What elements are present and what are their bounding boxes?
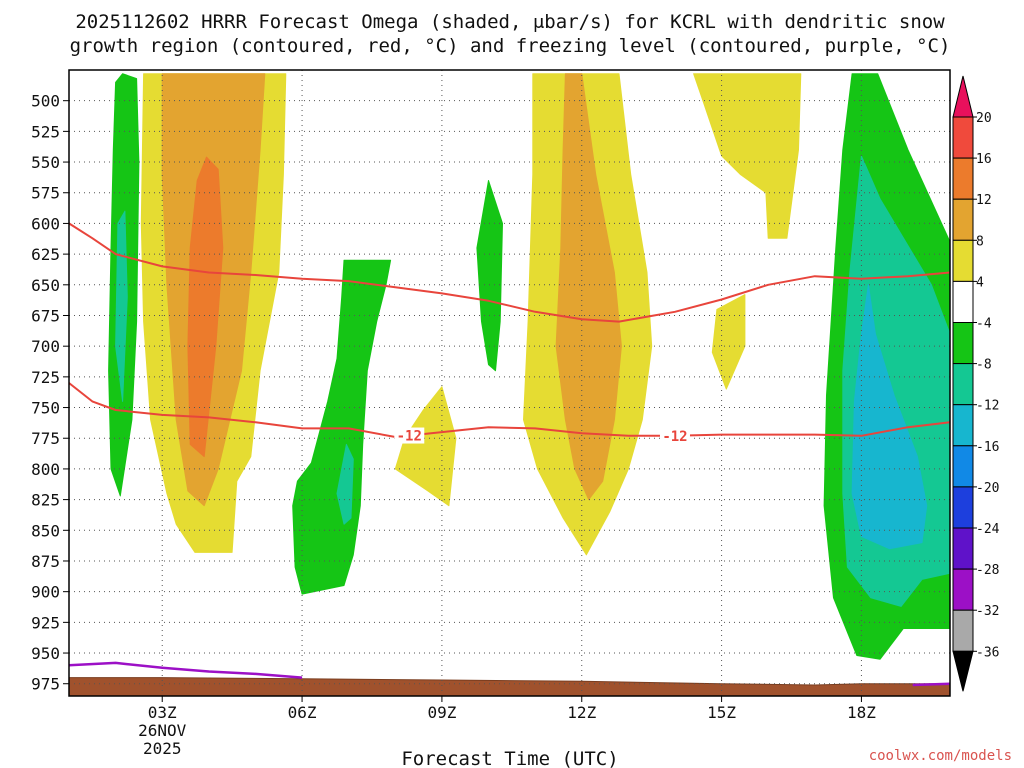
- colorbar-label-12: -32: [976, 604, 999, 619]
- chart-title-line-1: 2025112602 HRRR Forecast Omega (shaded, …: [75, 11, 945, 33]
- colorbar-label-3: 8: [976, 234, 984, 249]
- colorbar-box-7: [952, 404, 974, 447]
- y-tick-label-500: 500: [31, 92, 60, 111]
- colorbar-label-4: 4: [976, 275, 984, 290]
- contour-label-bg-0: [394, 427, 425, 444]
- y-tick-label-550: 550: [31, 153, 60, 172]
- omega-region-yellow-blob-09z: [394, 386, 457, 507]
- x-tick-label-12Z: 12Z: [567, 703, 596, 722]
- colorbar-label-2: 12: [976, 193, 992, 208]
- omega-region-cyan-core-18z: [851, 284, 928, 550]
- colorbar-label-9: -20: [976, 481, 999, 496]
- colorbar-box-8: [952, 445, 974, 488]
- terrain-fill: [69, 677, 950, 696]
- colorbar-label-8: -16: [976, 440, 999, 455]
- dgz-lower-contour: [69, 382, 950, 438]
- y-tick-label-775: 775: [31, 429, 60, 448]
- contour-label-bg-1: [659, 427, 690, 444]
- colorbar-box-11: [952, 568, 974, 611]
- colorbar-box-3: [952, 239, 974, 282]
- colorbar-box-10: [952, 527, 974, 570]
- colorbar-label-10: -24: [976, 522, 1000, 537]
- colorbar-bottom-arrow: [952, 650, 974, 692]
- omega-region-green-streak-10z: [476, 180, 503, 372]
- colorbar-box-2: [952, 198, 974, 241]
- x-tick-label-18Z: 18Z: [847, 703, 876, 722]
- freezing-level-contour: [69, 661, 303, 679]
- chart-title-line-2: growth region (contoured, red, °C) and f…: [70, 35, 951, 57]
- contour-layer: -12 -12: [69, 222, 950, 687]
- colorbar-box-12: [952, 609, 974, 652]
- colorbar-label-11: -28: [976, 563, 999, 578]
- colorbar-label-0: 20: [976, 111, 992, 126]
- colorbar-box-9: [952, 486, 974, 529]
- colorbar-label-7: -12: [976, 399, 999, 414]
- y-tick-label-875: 875: [31, 552, 60, 571]
- y-axis-ticks: 500 525 550 575 600 625 650 675 700 725 750 775 800 8…: [31, 92, 69, 694]
- omega-region-orange-band-12z: [555, 73, 622, 501]
- freezing-level-contour-2: [912, 682, 950, 687]
- x-tick-label-03Z: 03Z: [148, 703, 177, 722]
- colorbar-label-13: -36: [976, 645, 999, 660]
- y-tick-label-600: 600: [31, 214, 60, 233]
- y-tick-label-650: 650: [31, 276, 60, 295]
- omega-region-yellow-band-15z: [693, 73, 802, 239]
- omega-region-green-band-07z: [292, 259, 392, 595]
- contour-label-1: -12: [662, 429, 687, 445]
- y-tick-label-750: 750: [31, 399, 60, 418]
- y-tick-label-800: 800: [31, 460, 60, 479]
- omega-region-teal-core-07z: [336, 443, 354, 525]
- y-tick-label-900: 900: [31, 583, 60, 602]
- colorbar-box-5: [952, 322, 974, 365]
- x-tick-year: 2025: [143, 739, 182, 758]
- y-tick-label-575: 575: [31, 184, 60, 203]
- x-tick-label-06Z: 06Z: [288, 703, 317, 722]
- x-tick-label-09Z: 09Z: [427, 703, 456, 722]
- y-tick-label-725: 725: [31, 368, 60, 387]
- colorbar-top-arrow: [952, 75, 974, 118]
- credit-text[interactable]: coolwx.com/models: [869, 748, 1012, 764]
- colorbar-label-1: 16: [976, 152, 992, 167]
- terrain-layer: [69, 677, 950, 696]
- y-tick-label-950: 950: [31, 644, 60, 663]
- x-tick-date: 26NOV: [138, 721, 187, 740]
- colorbar-box-4: [952, 280, 974, 323]
- colorbar-box-6: [952, 363, 974, 406]
- colorbar-label-5: -4: [976, 317, 992, 332]
- omega-region-darkorange-core-04z: [187, 156, 224, 458]
- y-tick-label-675: 675: [31, 306, 60, 325]
- colorbar: 20 16 12 8 4 -4 -8 -12 -16 -20 -24 -28 -32 -36: [952, 75, 1000, 692]
- colorbar-box-1: [952, 157, 974, 200]
- grid-layer: [69, 70, 950, 696]
- y-tick-label-700: 700: [31, 337, 60, 356]
- y-tick-label-525: 525: [31, 122, 60, 141]
- y-tick-label-975: 975: [31, 675, 60, 694]
- dgz-upper-contour: [69, 222, 950, 323]
- y-tick-label-850: 850: [31, 521, 60, 540]
- x-tick-label-15Z: 15Z: [707, 703, 736, 722]
- omega-region-yellow-blob-16z: [711, 294, 746, 390]
- omega-region-teal-band-03z: [115, 210, 128, 402]
- colorbar-box-0: [952, 116, 974, 159]
- y-tick-label-825: 825: [31, 491, 60, 510]
- y-tick-label-625: 625: [31, 245, 60, 264]
- contour-label-0: -12: [397, 429, 422, 445]
- y-tick-label-925: 925: [31, 613, 60, 632]
- x-axis-label: Forecast Time (UTC): [401, 748, 618, 768]
- omega-shading-layer: [108, 73, 950, 660]
- plot-frame: [68, 69, 951, 697]
- colorbar-label-6: -8: [976, 358, 992, 373]
